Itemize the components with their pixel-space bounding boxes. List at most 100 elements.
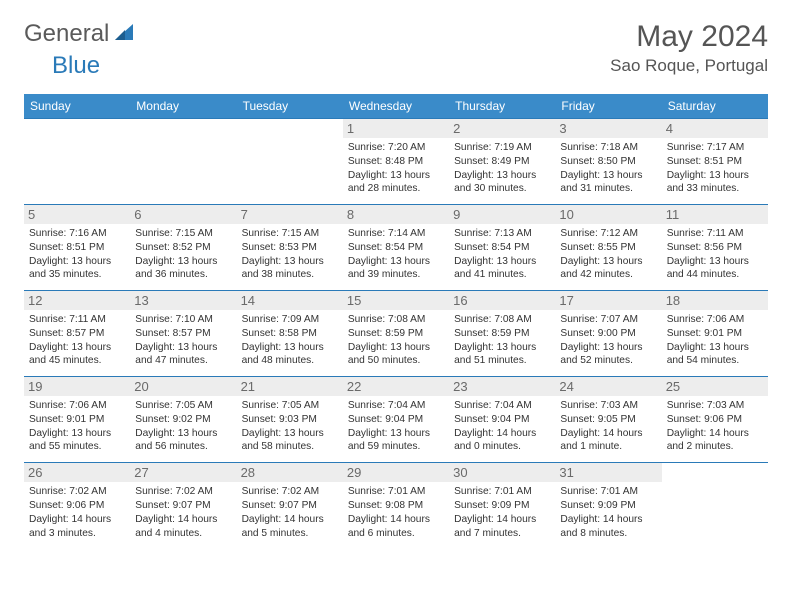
day-number: 11 [662, 205, 768, 224]
day-cell: 20Sunrise: 7:05 AMSunset: 9:02 PMDayligh… [130, 377, 236, 463]
day-details: Sunrise: 7:19 AMSunset: 8:49 PMDaylight:… [454, 141, 550, 196]
day-details: Sunrise: 7:15 AMSunset: 8:52 PMDaylight:… [135, 227, 231, 282]
day-cell [662, 463, 768, 549]
day-cell [130, 119, 236, 205]
day-cell: 4 Sunrise: 7:17 AMSunset: 8:51 PMDaylight… [662, 119, 768, 205]
day-details: Sunrise: 7:10 AMSunset: 8:57 PMDaylight:… [135, 313, 231, 368]
calendar-page: General May 2024 Sao Roque, Portugal Blu… [0, 0, 792, 568]
day-details: Sunrise: 7:08 AMSunset: 8:59 PMDaylight:… [348, 313, 444, 368]
day-number: 21 [237, 377, 343, 396]
week-row: 26 Sunrise: 7:02 AMSunset: 9:06 PMDayligh… [24, 463, 768, 549]
day-details: Sunrise: 7:11 AMSunset: 8:57 PMDaylight:… [29, 313, 125, 368]
day-details: Sunrise: 7:11 AMSunset: 8:56 PMDaylight:… [667, 227, 763, 282]
day-number: 18 [662, 291, 768, 310]
day-details: Sunrise: 7:03 AMSunset: 9:06 PMDaylight:… [667, 399, 763, 454]
day-cell: 29 Sunrise: 7:01 AMSunset: 9:08 PMDayligh… [343, 463, 449, 549]
day-number: 29 [343, 463, 449, 482]
day-number: 13 [130, 291, 236, 310]
day-cell: 5Sunrise: 7:16 AMSunset: 8:51 PMDaylight… [24, 205, 130, 291]
day-details: Sunrise: 7:02 AMSunset: 9:06 PMDaylight:… [29, 485, 125, 540]
day-number: 23 [449, 377, 555, 396]
day-cell: 13 Sunrise: 7:10 AMSunset: 8:57 PMDayligh… [130, 291, 236, 377]
dow-wednesday: Wednesday [343, 94, 449, 119]
day-details: Sunrise: 7:09 AMSunset: 8:58 PMDaylight:… [242, 313, 338, 368]
day-cell: 9 Sunrise: 7:13 AMSunset: 8:54 PMDaylight… [449, 205, 555, 291]
day-cell [237, 119, 343, 205]
day-cell: 22Sunrise: 7:04 AMSunset: 9:04 PMDayligh… [343, 377, 449, 463]
day-cell: 2Sunrise: 7:19 AMSunset: 8:49 PMDaylight… [449, 119, 555, 205]
day-cell [24, 119, 130, 205]
day-number: 14 [237, 291, 343, 310]
day-details: Sunrise: 7:17 AMSunset: 8:51 PMDaylight:… [667, 141, 763, 196]
day-number: 1 [343, 119, 449, 138]
brand-part2: Blue [52, 52, 100, 79]
day-details: Sunrise: 7:18 AMSunset: 8:50 PMDaylight:… [560, 141, 656, 196]
dow-saturday: Saturday [662, 94, 768, 119]
brand-logo: General [24, 20, 137, 48]
calendar-table: Sunday Monday Tuesday Wednesday Thursday… [24, 94, 768, 548]
day-number: 6 [130, 205, 236, 224]
dow-sunday: Sunday [24, 94, 130, 119]
day-number: 26 [24, 463, 130, 482]
day-cell: 10Sunrise: 7:12 AMSunset: 8:55 PMDayligh… [555, 205, 661, 291]
day-cell: 26 Sunrise: 7:02 AMSunset: 9:06 PMDayligh… [24, 463, 130, 549]
day-cell: 30 Sunrise: 7:01 AMSunset: 9:09 PMDayligh… [449, 463, 555, 549]
day-cell: 6 Sunrise: 7:15 AMSunset: 8:52 PMDaylight… [130, 205, 236, 291]
day-cell: 7Sunrise: 7:15 AMSunset: 8:53 PMDaylight… [237, 205, 343, 291]
day-cell: 3 Sunrise: 7:18 AMSunset: 8:50 PMDaylight… [555, 119, 661, 205]
location-text: Sao Roque, Portugal [610, 56, 768, 76]
day-cell: 25 Sunrise: 7:03 AMSunset: 9:06 PMDayligh… [662, 377, 768, 463]
day-cell: 28 Sunrise: 7:02 AMSunset: 9:07 PMDayligh… [237, 463, 343, 549]
day-number: 20 [130, 377, 236, 396]
day-details: Sunrise: 7:04 AMSunset: 9:04 PMDaylight:… [348, 399, 444, 454]
day-number: 17 [555, 291, 661, 310]
week-row: 12 Sunrise: 7:11 AMSunset: 8:57 PMDayligh… [24, 291, 768, 377]
day-cell: 11 Sunrise: 7:11 AMSunset: 8:56 PMDayligh… [662, 205, 768, 291]
day-number: 7 [237, 205, 343, 224]
week-row: 19 Sunrise: 7:06 AMSunset: 9:01 PMDayligh… [24, 377, 768, 463]
day-number: 25 [662, 377, 768, 396]
calendar-body: 1Sunrise: 7:20 AMSunset: 8:48 PMDaylight… [24, 119, 768, 549]
day-details: Sunrise: 7:01 AMSunset: 9:08 PMDaylight:… [348, 485, 444, 540]
dow-thursday: Thursday [449, 94, 555, 119]
day-number: 9 [449, 205, 555, 224]
day-details: Sunrise: 7:06 AMSunset: 9:01 PMDaylight:… [29, 399, 125, 454]
day-cell: 19 Sunrise: 7:06 AMSunset: 9:01 PMDayligh… [24, 377, 130, 463]
day-number: 12 [24, 291, 130, 310]
day-details: Sunrise: 7:12 AMSunset: 8:55 PMDaylight:… [560, 227, 656, 282]
brand-sail-icon [113, 22, 135, 47]
day-details: Sunrise: 7:02 AMSunset: 9:07 PMDaylight:… [135, 485, 231, 540]
day-details: Sunrise: 7:01 AMSunset: 9:09 PMDaylight:… [454, 485, 550, 540]
day-details: Sunrise: 7:16 AMSunset: 8:51 PMDaylight:… [29, 227, 125, 282]
day-details: Sunrise: 7:08 AMSunset: 8:59 PMDaylight:… [454, 313, 550, 368]
day-cell: 14 Sunrise: 7:09 AMSunset: 8:58 PMDayligh… [237, 291, 343, 377]
day-number: 30 [449, 463, 555, 482]
day-details: Sunrise: 7:03 AMSunset: 9:05 PMDaylight:… [560, 399, 656, 454]
day-cell: 31Sunrise: 7:01 AMSunset: 9:09 PMDayligh… [555, 463, 661, 549]
day-number: 28 [237, 463, 343, 482]
day-number: 4 [662, 119, 768, 138]
day-cell: 18 Sunrise: 7:06 AMSunset: 9:01 PMDayligh… [662, 291, 768, 377]
day-details: Sunrise: 7:13 AMSunset: 8:54 PMDaylight:… [454, 227, 550, 282]
day-cell: 15 Sunrise: 7:08 AMSunset: 8:59 PMDayligh… [343, 291, 449, 377]
dow-monday: Monday [130, 94, 236, 119]
day-details: Sunrise: 7:05 AMSunset: 9:03 PMDaylight:… [242, 399, 338, 454]
day-number: 3 [555, 119, 661, 138]
day-cell: 27 Sunrise: 7:02 AMSunset: 9:07 PMDayligh… [130, 463, 236, 549]
day-cell: 1Sunrise: 7:20 AMSunset: 8:48 PMDaylight… [343, 119, 449, 205]
day-cell: 8 Sunrise: 7:14 AMSunset: 8:54 PMDaylight… [343, 205, 449, 291]
day-details: Sunrise: 7:06 AMSunset: 9:01 PMDaylight:… [667, 313, 763, 368]
day-number: 27 [130, 463, 236, 482]
week-row: 1Sunrise: 7:20 AMSunset: 8:48 PMDaylight… [24, 119, 768, 205]
day-cell: 24Sunrise: 7:03 AMSunset: 9:05 PMDayligh… [555, 377, 661, 463]
day-details: Sunrise: 7:04 AMSunset: 9:04 PMDaylight:… [454, 399, 550, 454]
day-number: 15 [343, 291, 449, 310]
day-number: 31 [555, 463, 661, 482]
dow-friday: Friday [555, 94, 661, 119]
brand-part1: General [24, 20, 109, 48]
day-number: 8 [343, 205, 449, 224]
day-details: Sunrise: 7:14 AMSunset: 8:54 PMDaylight:… [348, 227, 444, 282]
day-number: 19 [24, 377, 130, 396]
day-details: Sunrise: 7:02 AMSunset: 9:07 PMDaylight:… [242, 485, 338, 540]
day-number: 16 [449, 291, 555, 310]
